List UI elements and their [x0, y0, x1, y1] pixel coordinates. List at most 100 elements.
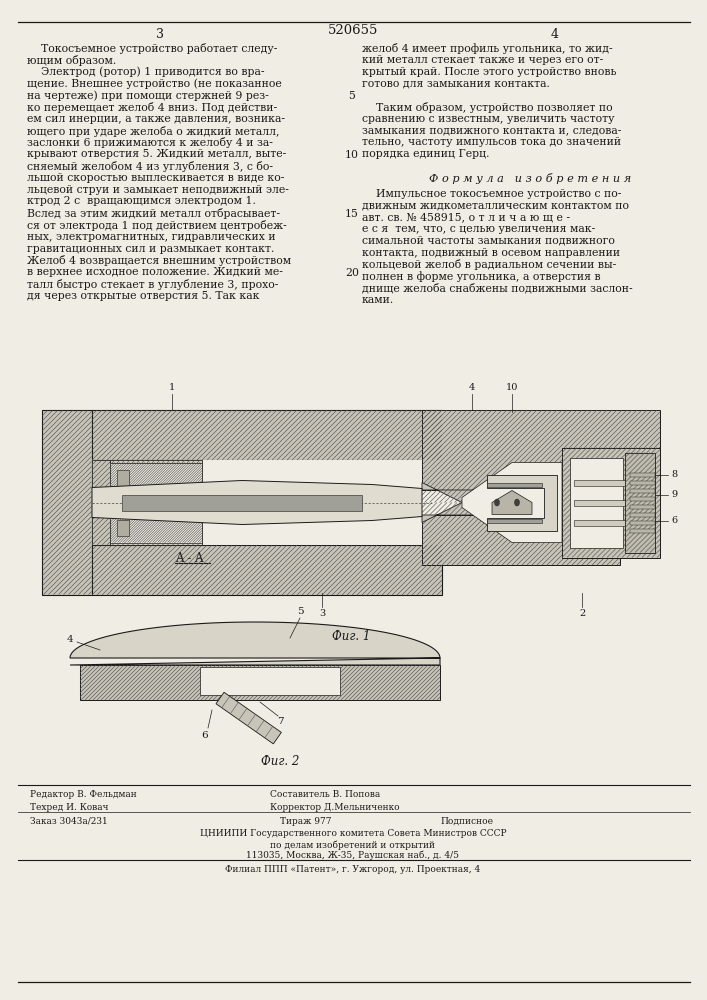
- Text: в верхнее исходное положение. Жидкий ме-: в верхнее исходное положение. Жидкий ме-: [27, 267, 283, 277]
- Text: дя через открытые отверстия 5. Так как: дя через открытые отверстия 5. Так как: [27, 291, 259, 301]
- Text: е с я  тем, что, с целью увеличения мак-: е с я тем, что, с целью увеличения мак-: [362, 224, 595, 234]
- Bar: [630, 481, 655, 485]
- Text: 1: 1: [169, 383, 175, 392]
- Text: 4: 4: [551, 27, 559, 40]
- Text: 10: 10: [345, 150, 359, 160]
- Text: порядка единиц Герц.: порядка единиц Герц.: [362, 149, 489, 159]
- Text: Филиал ППП «Патент», г. Ужгород, ул. Проектная, 4: Филиал ППП «Патент», г. Ужгород, ул. Про…: [226, 865, 481, 874]
- Text: Фиг. 1: Фиг. 1: [332, 630, 370, 643]
- Text: Тираж 977: Тираж 977: [280, 817, 332, 826]
- Bar: [630, 520, 655, 524]
- Bar: [630, 488, 655, 492]
- Bar: [632, 462, 642, 542]
- Bar: [574, 480, 629, 486]
- Bar: [110, 462, 202, 545]
- Ellipse shape: [494, 499, 500, 506]
- Text: льшой скоростью выплескивается в виде ко-: льшой скоростью выплескивается в виде ко…: [27, 173, 284, 183]
- Bar: [630, 512, 655, 516]
- Text: Редактор В. Фельдман: Редактор В. Фельдман: [30, 790, 136, 799]
- Text: 8: 8: [671, 470, 677, 479]
- Polygon shape: [422, 502, 512, 522]
- Text: тельно, частоту импульсов тока до значений: тельно, частоту импульсов тока до значен…: [362, 137, 621, 147]
- Bar: [630, 528, 655, 532]
- Text: 4: 4: [469, 383, 475, 392]
- Text: ющего при ударе желоба о жидкий металл,: ющего при ударе желоба о жидкий металл,: [27, 126, 279, 137]
- Text: талл быстро стекает в углубление 3, прохо-: талл быстро стекает в углубление 3, прох…: [27, 279, 279, 290]
- Bar: [110, 462, 202, 542]
- Bar: [110, 460, 202, 542]
- Bar: [574, 499, 629, 506]
- Text: желоб 4 имеет профиль угольника, то жид-: желоб 4 имеет профиль угольника, то жид-: [362, 43, 613, 54]
- Bar: [574, 520, 629, 526]
- Text: готово для замыкания контакта.: готово для замыкания контакта.: [362, 78, 550, 88]
- Bar: [92, 545, 442, 595]
- Polygon shape: [462, 462, 562, 542]
- Text: днище желоба снабжены подвижными заслон-: днище желоба снабжены подвижными заслон-: [362, 283, 633, 294]
- Text: Корректор Д.Мельниченко: Корректор Д.Мельниченко: [270, 803, 399, 812]
- Text: кий металл стекает также и через его от-: кий металл стекает также и через его от-: [362, 55, 603, 65]
- Bar: [92, 410, 442, 460]
- Bar: [570, 458, 623, 548]
- Text: 15: 15: [345, 209, 359, 219]
- Text: заслонки 6 прижимаются к желобу 4 и за-: заслонки 6 прижимаются к желобу 4 и за-: [27, 137, 273, 148]
- Bar: [200, 667, 340, 695]
- Text: ко перемещает желоб 4 вниз. Под действи-: ко перемещает желоб 4 вниз. Под действи-: [27, 102, 277, 113]
- Bar: [487, 518, 542, 522]
- Bar: [625, 452, 655, 552]
- Text: сняемый желобом 4 из углубления 3, с бо-: сняемый желобом 4 из углубления 3, с бо-: [27, 161, 273, 172]
- Text: 20: 20: [345, 268, 359, 278]
- Text: ками.: ками.: [362, 295, 395, 305]
- Text: щение. Внешнее устройство (не показанное: щение. Внешнее устройство (не показанное: [27, 78, 282, 89]
- Bar: [122, 494, 362, 510]
- Text: ся от электрода 1 под действием центробеж-: ся от электрода 1 под действием центробе…: [27, 220, 287, 231]
- Text: 3: 3: [319, 608, 325, 617]
- Text: Составитель В. Попова: Составитель В. Попова: [270, 790, 380, 799]
- Text: ктрод 2 с  вращающимся электродом 1.: ктрод 2 с вращающимся электродом 1.: [27, 196, 256, 206]
- Text: 520655: 520655: [328, 23, 378, 36]
- Text: 113035, Москва, Ж-35, Раушская наб., д. 4/5: 113035, Москва, Ж-35, Раушская наб., д. …: [247, 851, 460, 860]
- Text: крытый край. После этого устройство вновь: крытый край. После этого устройство внов…: [362, 67, 617, 77]
- Text: Желоб 4 возвращается внешним устройством: Желоб 4 возвращается внешним устройством: [27, 255, 291, 266]
- Text: Вслед за этим жидкий металл отбрасывает-: Вслед за этим жидкий металл отбрасывает-: [27, 208, 280, 219]
- Polygon shape: [487, 475, 557, 530]
- Text: ных, электромагнитных, гидравлических и: ных, электромагнитных, гидравлических и: [27, 232, 276, 242]
- Text: полнен в форме угольника, а отверстия в: полнен в форме угольника, а отверстия в: [362, 271, 601, 282]
- Bar: [487, 483, 542, 487]
- Bar: [117, 494, 129, 510]
- Polygon shape: [92, 481, 422, 524]
- Bar: [80, 665, 440, 700]
- Text: Заказ 3043а/231: Заказ 3043а/231: [30, 817, 107, 826]
- Polygon shape: [70, 622, 440, 665]
- Ellipse shape: [515, 499, 520, 506]
- Text: 5: 5: [297, 607, 303, 616]
- Text: 10: 10: [506, 383, 518, 392]
- Text: крывают отверстия 5. Жидкий металл, выте-: крывают отверстия 5. Жидкий металл, выте…: [27, 149, 286, 159]
- Text: Ф о р м у л а   и з о б р е т е н и я: Ф о р м у л а и з о б р е т е н и я: [429, 173, 631, 184]
- Bar: [117, 520, 129, 536]
- Bar: [422, 410, 660, 490]
- Text: кольцевой желоб в радиальном сечении вы-: кольцевой желоб в радиальном сечении вы-: [362, 259, 617, 270]
- Text: льцевой струи и замыкает неподвижный эле-: льцевой струи и замыкает неподвижный эле…: [27, 185, 289, 195]
- Bar: [92, 460, 442, 545]
- Text: замыкания подвижного контакта и, следова-: замыкания подвижного контакта и, следова…: [362, 126, 621, 136]
- Text: Токосъемное устройство работает следу-: Токосъемное устройство работает следу-: [27, 43, 277, 54]
- Text: 5: 5: [349, 91, 356, 101]
- Bar: [42, 410, 92, 595]
- Text: A - A: A - A: [175, 552, 204, 564]
- Text: ем сил инерции, а также давления, возника-: ем сил инерции, а также давления, возник…: [27, 114, 285, 124]
- Polygon shape: [216, 692, 281, 744]
- Text: Фиг. 2: Фиг. 2: [261, 755, 299, 768]
- Bar: [630, 504, 655, 508]
- Text: ЦНИИПИ Государственного комитета Совета Министров СССР: ЦНИИПИ Государственного комитета Совета …: [199, 829, 506, 838]
- Text: Электрод (ротор) 1 приводится во вра-: Электрод (ротор) 1 приводится во вра-: [27, 67, 264, 77]
- Bar: [630, 496, 655, 500]
- Text: Таким образом, устройство позволяет по: Таким образом, устройство позволяет по: [362, 102, 613, 113]
- Text: 2: 2: [579, 608, 585, 617]
- Text: Техред И. Ковач: Техред И. Ковач: [30, 803, 108, 812]
- Bar: [117, 470, 129, 486]
- Text: 9: 9: [671, 490, 677, 499]
- Text: авт. св. № 458915, о т л и ч а ю щ е -: авт. св. № 458915, о т л и ч а ю щ е -: [362, 212, 570, 222]
- Bar: [422, 515, 620, 565]
- Text: ющим образом.: ющим образом.: [27, 55, 116, 66]
- Bar: [562, 448, 660, 558]
